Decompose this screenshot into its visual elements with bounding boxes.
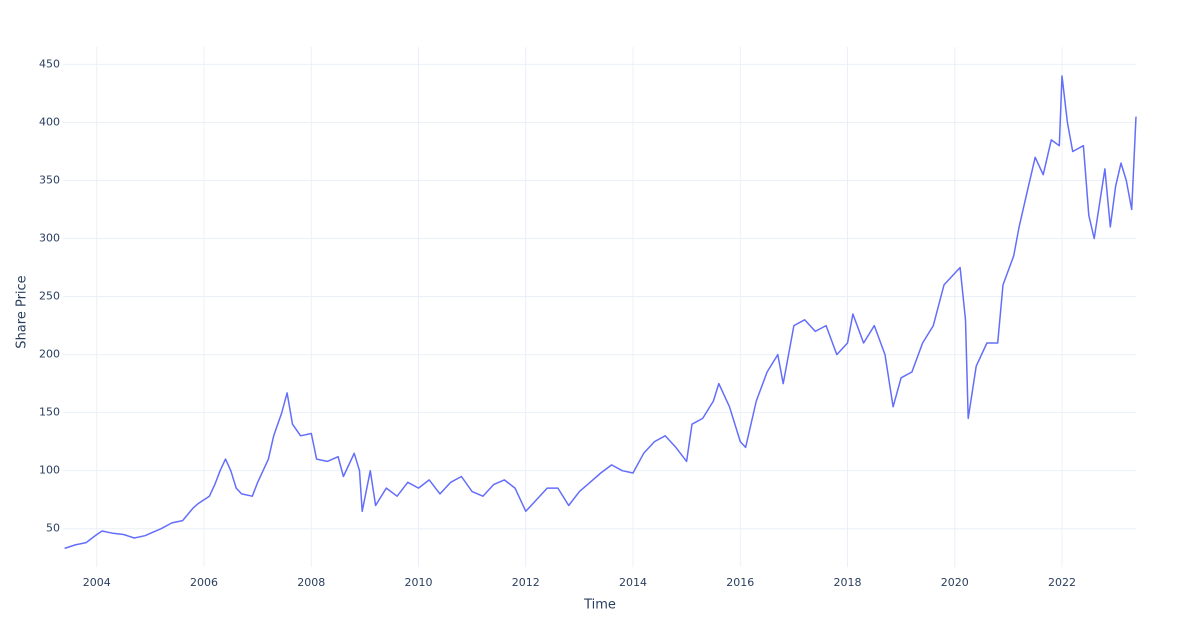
y-tick-label: 50 (46, 522, 60, 535)
price-line (64, 75, 1137, 550)
x-tick-label: 2020 (941, 576, 969, 589)
y-tick-label: 100 (39, 464, 60, 477)
y-tick-label: 350 (39, 173, 60, 186)
y-tick-label: 150 (39, 406, 60, 419)
y-axis-title: Share Price (15, 275, 30, 348)
y-tick-label: 250 (39, 290, 60, 303)
x-axis-title: Time (583, 598, 616, 613)
x-tick-label: 2006 (190, 576, 218, 589)
x-tick-label: 2018 (834, 576, 862, 589)
y-tick-label: 300 (39, 232, 60, 245)
y-tick-label: 200 (39, 348, 60, 361)
x-tick-label: 2008 (297, 576, 325, 589)
y-tick-label: 450 (39, 57, 60, 70)
x-tick-label: 2016 (726, 576, 754, 589)
x-tick-label: 2014 (619, 576, 647, 589)
grid (63, 47, 1136, 567)
x-tick-label: 2004 (83, 576, 111, 589)
y-tick-label: 400 (39, 115, 60, 128)
x-tick-label: 2010 (405, 576, 433, 589)
x-tick-label: 2012 (512, 576, 540, 589)
x-tick-label: 2022 (1048, 576, 1076, 589)
